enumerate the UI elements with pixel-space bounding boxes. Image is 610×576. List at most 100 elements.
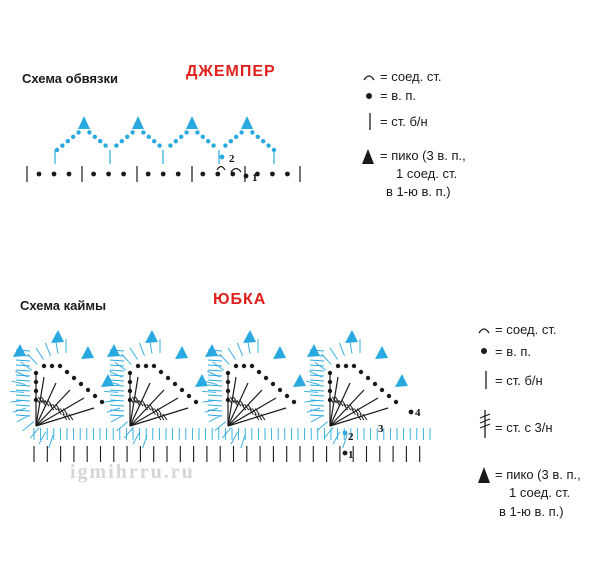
sc-stitch-blue [207,409,223,412]
treble-hash [359,413,365,421]
treble-hash [143,403,149,411]
chain-dot [121,171,126,177]
jumper-heading: Схема обвязки [22,71,118,86]
sc-stitch-blue [208,414,222,423]
sc-stitch-blue [309,379,325,382]
sc-stitch-blue [48,434,54,449]
chain-dot [233,363,239,369]
chain-dot [106,171,111,177]
picot [107,344,120,357]
treble-hash [40,396,46,404]
chain-dot-blue [200,134,205,139]
treble-hash [150,408,156,415]
chain-dot [36,171,42,177]
treble-hash [338,399,344,407]
treble-hash [55,403,61,411]
treble-hash [49,403,55,411]
sc-stitch-blue [114,361,127,371]
sc-stitch-blue [109,359,125,362]
skirt-title: ЮБКА [213,291,266,308]
sc-stitch-blue [109,374,125,377]
chain-dot-blue [98,139,103,144]
skirt-mark-2: 2 [348,431,354,443]
sc-stitch-blue [132,431,141,445]
sc-stitch-blue [44,342,51,357]
sc-stitch-blue [109,389,125,392]
chain-dot [291,399,297,405]
sc-stitch-blue [123,427,134,439]
treble-hash [226,396,232,404]
treble-hash [146,403,152,411]
chain-dot [160,171,166,177]
sc-stitch-blue [221,427,232,439]
sc-stitch-blue [240,434,246,449]
treble-hash [356,408,362,415]
treble-hash [248,408,254,415]
sc-stitch-blue [15,399,31,402]
start-mark-1 [342,450,348,456]
start-mark-1 [243,173,249,179]
chain-dot-blue [71,134,76,139]
sc-stitch-blue [207,389,223,392]
chain-dot [255,171,260,177]
treble-hash [232,396,238,404]
sc-stitch-blue [207,369,223,372]
treble-stitch [129,389,165,427]
jumper-title: ДЖЕМПЕР [186,63,276,80]
sc-stitch-blue [207,384,223,387]
chain-dot-blue [130,130,135,135]
chain-dot-blue [92,134,98,139]
sc-stitch-blue [109,379,125,382]
sc-stitch-blue [305,380,320,385]
picot [293,374,306,387]
treble-hash [56,408,62,415]
jumper-edging-chart [26,116,301,182]
chain-dot [372,381,378,387]
sc-stitch-blue [332,431,341,445]
treble-stitch [227,389,263,427]
sc-stitch-blue [142,434,148,449]
picot [205,344,218,357]
treble-hash [134,396,140,404]
chain-dot [285,171,290,177]
jumper-legend-picot-1: = пико (3 в. п., [380,148,466,163]
chain-dot-blue [103,143,108,148]
chain-dot [365,375,371,381]
jumper-legend-chain: = в. п. [380,88,416,103]
chain-dot-blue [184,130,189,135]
sc-stitch-blue [15,370,29,378]
sc-stitch-blue [15,374,31,377]
skirt-mark-4: 4 [415,407,421,419]
chain-dot [193,399,199,405]
chain-dot-blue [114,143,119,148]
treble-hash [162,413,168,421]
sc-stitch-blue [314,361,327,371]
treble-hash [131,396,137,404]
picot [186,116,198,129]
picot [395,374,408,387]
sc-stitch-blue [207,394,223,397]
sc-stitch-blue [109,394,125,397]
treble-hash [41,399,47,407]
treble-hash [349,403,355,411]
chain-dot-blue [141,130,146,135]
treble-hash [229,396,235,404]
watermark: igmihrru.ru [70,461,195,483]
chain-dot-blue [173,139,178,144]
chain-dot-blue [261,139,266,144]
treble-hash [149,403,155,411]
treble-hash [254,413,260,421]
chain-dot [256,369,262,375]
skirt-border-chart [10,330,431,462]
sc-stitch-blue [309,394,325,397]
jumper-mark-1: 1 [252,172,258,184]
sc-stitch-blue [15,389,31,392]
jumper-legend-picot-2: 1 соед. ст. [396,166,457,181]
sc-stitch-blue [16,414,30,423]
sc-stitch-blue [207,364,223,367]
chain-dot [270,381,276,387]
sc-stitch-blue [207,359,223,362]
chain-dot-blue [271,147,277,153]
sc-stitch-blue [35,347,44,360]
chain-dot-blue [228,139,233,144]
